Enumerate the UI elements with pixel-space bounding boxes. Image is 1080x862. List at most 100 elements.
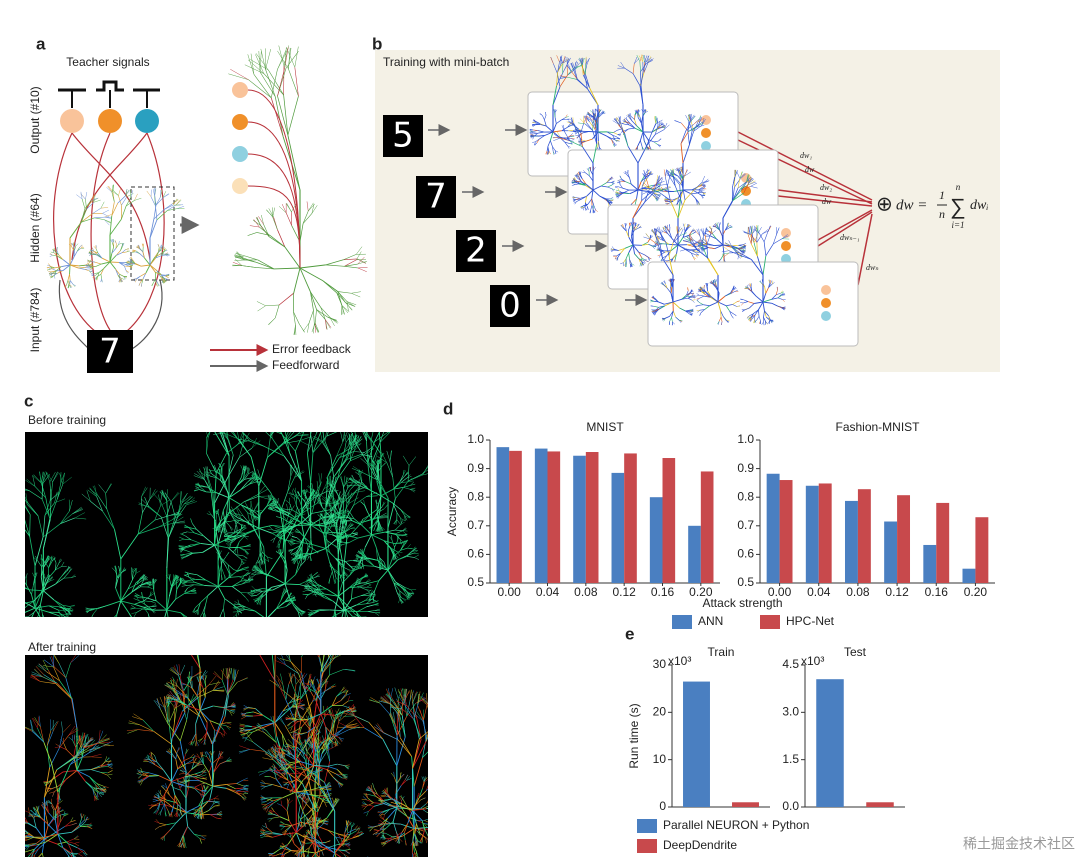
dendrite [315,852,320,857]
dendrite [313,591,317,597]
dendrite [312,490,316,495]
dendrite [313,628,317,631]
dendrite [39,621,42,626]
dendrite [65,608,71,612]
dendrite [264,446,285,457]
dendrite [212,391,216,406]
dendrite [152,578,154,584]
dendrite [326,432,329,437]
dendrite [13,583,20,586]
dendrite [25,488,30,491]
dendrite [298,611,302,617]
dendrite [281,805,288,811]
dendrite [363,414,364,425]
dendrite [85,607,91,609]
dendrite [242,555,248,559]
dendrite [233,606,239,610]
dendrite [284,440,300,444]
dendrite [91,613,94,617]
dendrite [366,799,374,804]
dendrite [370,591,375,596]
dendrite [199,397,210,408]
dendrite [348,434,351,446]
dendrite [172,513,183,520]
dendrite [187,584,195,589]
dendrite [267,813,274,816]
dendrite [306,854,309,857]
dendrite [240,592,246,598]
dendrite [335,627,339,630]
dendrite [62,604,70,607]
dendrite [307,847,310,855]
dendrite [333,624,341,631]
dendrite [238,438,250,442]
dendrite [445,832,450,834]
dendrite [313,628,317,631]
dendrite [309,548,313,556]
dendrite [281,432,282,433]
dendrite [361,616,362,617]
dendrite [64,620,67,624]
dendrite [361,805,367,808]
dendrite [291,489,294,495]
dendrite [134,595,140,599]
dendrite [273,727,277,743]
dendrite [134,621,139,626]
dendrite [360,415,361,426]
dendrite [290,543,296,546]
dendrite [131,568,135,573]
dendrite [216,756,221,763]
dendrite [350,476,354,482]
dendrite [322,442,331,456]
dendrite [374,463,379,479]
dendrite [240,482,248,491]
dendrite [342,442,347,458]
dendrite [197,385,203,395]
dendrite [168,574,170,580]
dendrite [347,509,349,515]
dendrite [295,492,300,500]
dendrite [307,854,310,857]
dendrite [289,503,293,510]
dendrite [313,491,318,497]
dendrite [259,833,266,836]
dendrite [50,481,53,498]
dendrite [236,478,244,487]
dendrite [244,477,252,480]
dendrite [402,534,408,537]
dendrite [42,515,46,538]
dendrite [414,554,419,558]
dendrite [345,850,350,854]
dendrite [72,506,82,514]
dendrite [39,471,42,483]
dendrite [114,529,122,560]
dendrite [228,546,239,549]
dendrite [379,702,391,716]
dendrite [17,612,20,616]
dendrite [283,432,295,444]
dendrite [274,811,280,818]
dendrite [332,412,338,421]
dendrite [206,453,217,474]
dendrite [289,832,292,838]
dendrite [14,581,20,585]
dendrite [163,835,166,841]
dendrite [324,708,332,718]
dendrite [310,517,323,526]
dendrite [286,810,290,821]
dendrite [262,825,268,829]
input-arrows [428,124,648,306]
dendrite [259,594,266,601]
dendrite [350,566,354,571]
dendrite [201,754,207,757]
dendrite [367,825,374,828]
dendrite [296,557,299,565]
dendrite [179,536,185,540]
dendrite [355,557,361,559]
dendrite [316,719,323,730]
dendrite [196,529,205,537]
dendrite [325,525,332,535]
dendrite [382,818,388,828]
dendrite [238,609,246,613]
dendrite [426,812,428,814]
